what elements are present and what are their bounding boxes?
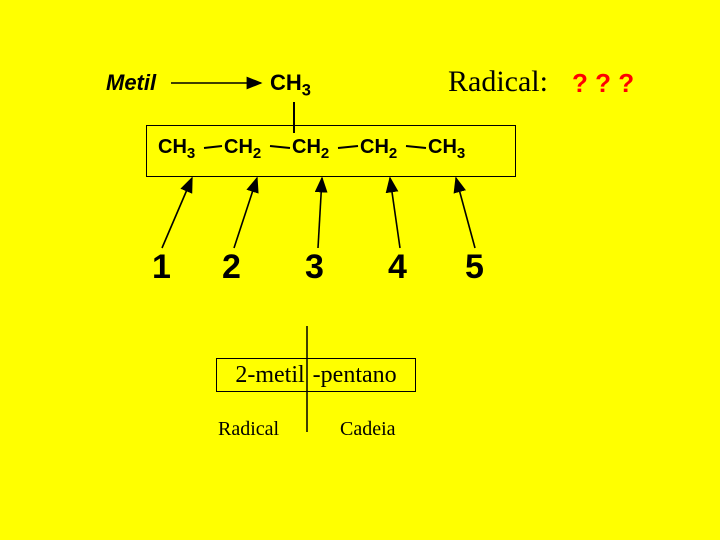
label-cadeia: Cadeia [340, 418, 396, 441]
name-left: 2-metil [231, 362, 308, 389]
label-radical: Radical [218, 418, 279, 441]
name-right: -pentano [309, 362, 401, 389]
compound-name-box: 2-metil-pentano [216, 358, 416, 392]
name-divider [0, 0, 720, 540]
